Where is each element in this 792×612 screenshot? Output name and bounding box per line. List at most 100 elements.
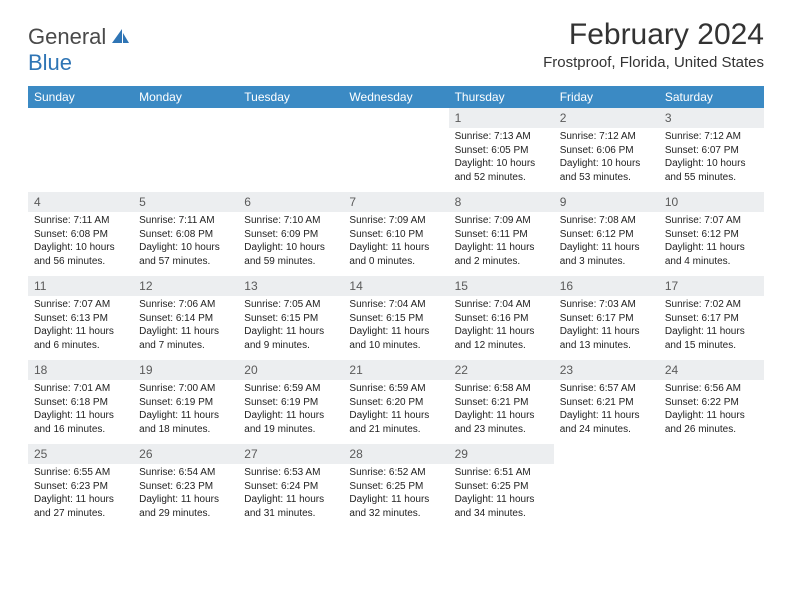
weekday-header: Monday [133,86,238,108]
weekday-header: Wednesday [343,86,448,108]
daylight-line: Daylight: 11 hours and 27 minutes. [34,493,127,520]
sunset-line: Sunset: 6:14 PM [139,312,232,326]
sunrise-line: Sunrise: 6:59 AM [244,382,337,396]
calendar-week-detail-row: Sunrise: 6:55 AMSunset: 6:23 PMDaylight:… [28,464,764,528]
sunrise-line: Sunrise: 7:07 AM [34,298,127,312]
sunset-line: Sunset: 6:20 PM [349,396,442,410]
day-number: 8 [449,192,554,212]
sunrise-line: Sunrise: 7:12 AM [560,130,653,144]
day-detail: Sunrise: 7:09 AMSunset: 6:10 PMDaylight:… [343,212,448,276]
day-detail: Sunrise: 7:01 AMSunset: 6:18 PMDaylight:… [28,380,133,444]
sunrise-line: Sunrise: 7:00 AM [139,382,232,396]
calendar-week-number-row: 123 [28,108,764,128]
day-number: 5 [133,192,238,212]
day-detail: Sunrise: 6:56 AMSunset: 6:22 PMDaylight:… [659,380,764,444]
sunrise-line: Sunrise: 6:52 AM [349,466,442,480]
calendar-table: Sunday Monday Tuesday Wednesday Thursday… [28,86,764,528]
day-number [554,444,659,464]
day-detail: Sunrise: 7:12 AMSunset: 6:06 PMDaylight:… [554,128,659,192]
weekday-header: Sunday [28,86,133,108]
day-detail [659,464,764,528]
day-detail: Sunrise: 7:07 AMSunset: 6:13 PMDaylight:… [28,296,133,360]
sunrise-line: Sunrise: 7:09 AM [349,214,442,228]
daylight-line: Daylight: 10 hours and 53 minutes. [560,157,653,184]
sunrise-line: Sunrise: 6:53 AM [244,466,337,480]
daylight-line: Daylight: 10 hours and 56 minutes. [34,241,127,268]
sunrise-line: Sunrise: 6:58 AM [455,382,548,396]
day-number: 26 [133,444,238,464]
day-detail: Sunrise: 6:53 AMSunset: 6:24 PMDaylight:… [238,464,343,528]
daylight-line: Daylight: 11 hours and 10 minutes. [349,325,442,352]
sunset-line: Sunset: 6:18 PM [34,396,127,410]
day-number: 10 [659,192,764,212]
calendar-week-detail-row: Sunrise: 7:07 AMSunset: 6:13 PMDaylight:… [28,296,764,360]
brand-sail-icon [110,27,130,48]
day-detail: Sunrise: 6:55 AMSunset: 6:23 PMDaylight:… [28,464,133,528]
daylight-line: Daylight: 11 hours and 6 minutes. [34,325,127,352]
sunset-line: Sunset: 6:08 PM [139,228,232,242]
daylight-line: Daylight: 11 hours and 4 minutes. [665,241,758,268]
day-detail: Sunrise: 6:52 AMSunset: 6:25 PMDaylight:… [343,464,448,528]
day-detail: Sunrise: 7:11 AMSunset: 6:08 PMDaylight:… [133,212,238,276]
sunrise-line: Sunrise: 7:11 AM [34,214,127,228]
calendar-week-number-row: 45678910 [28,192,764,212]
daylight-line: Daylight: 11 hours and 23 minutes. [455,409,548,436]
header: General Blue February 2024 Frostproof, F… [28,18,764,76]
daylight-line: Daylight: 10 hours and 52 minutes. [455,157,548,184]
sunrise-line: Sunrise: 7:07 AM [665,214,758,228]
day-number: 23 [554,360,659,380]
daylight-line: Daylight: 11 hours and 24 minutes. [560,409,653,436]
sunset-line: Sunset: 6:23 PM [34,480,127,494]
day-detail [133,128,238,192]
sunset-line: Sunset: 6:15 PM [349,312,442,326]
location-text: Frostproof, Florida, United States [543,54,764,71]
sunrise-line: Sunrise: 7:01 AM [34,382,127,396]
daylight-line: Daylight: 10 hours and 55 minutes. [665,157,758,184]
day-detail: Sunrise: 7:03 AMSunset: 6:17 PMDaylight:… [554,296,659,360]
sunrise-line: Sunrise: 7:09 AM [455,214,548,228]
daylight-line: Daylight: 11 hours and 15 minutes. [665,325,758,352]
day-number: 17 [659,276,764,296]
sunset-line: Sunset: 6:25 PM [349,480,442,494]
day-detail: Sunrise: 7:08 AMSunset: 6:12 PMDaylight:… [554,212,659,276]
daylight-line: Daylight: 11 hours and 7 minutes. [139,325,232,352]
sunrise-line: Sunrise: 7:13 AM [455,130,548,144]
sunrise-line: Sunrise: 7:03 AM [560,298,653,312]
day-detail: Sunrise: 7:05 AMSunset: 6:15 PMDaylight:… [238,296,343,360]
day-number: 3 [659,108,764,128]
sunset-line: Sunset: 6:12 PM [560,228,653,242]
sunrise-line: Sunrise: 6:51 AM [455,466,548,480]
brand-word-2: Blue [28,50,72,75]
day-number: 29 [449,444,554,464]
sunset-line: Sunset: 6:19 PM [244,396,337,410]
day-detail: Sunrise: 7:06 AMSunset: 6:14 PMDaylight:… [133,296,238,360]
sunset-line: Sunset: 6:21 PM [560,396,653,410]
day-number: 24 [659,360,764,380]
day-number: 14 [343,276,448,296]
daylight-line: Daylight: 11 hours and 0 minutes. [349,241,442,268]
day-detail [343,128,448,192]
day-detail [238,128,343,192]
day-detail: Sunrise: 7:02 AMSunset: 6:17 PMDaylight:… [659,296,764,360]
sunset-line: Sunset: 6:11 PM [455,228,548,242]
day-detail: Sunrise: 7:00 AMSunset: 6:19 PMDaylight:… [133,380,238,444]
sunrise-line: Sunrise: 7:04 AM [455,298,548,312]
weekday-header: Tuesday [238,86,343,108]
sunset-line: Sunset: 6:13 PM [34,312,127,326]
sunset-line: Sunset: 6:05 PM [455,144,548,158]
day-detail: Sunrise: 6:54 AMSunset: 6:23 PMDaylight:… [133,464,238,528]
day-detail: Sunrise: 7:04 AMSunset: 6:15 PMDaylight:… [343,296,448,360]
day-number: 13 [238,276,343,296]
sunrise-line: Sunrise: 7:11 AM [139,214,232,228]
calendar-week-detail-row: Sunrise: 7:01 AMSunset: 6:18 PM Daylight:… [28,380,764,444]
title-block: February 2024 Frostproof, Florida, Unite… [543,18,764,71]
day-detail: Sunrise: 7:10 AMSunset: 6:09 PMDaylight:… [238,212,343,276]
sunrise-line: Sunrise: 7:08 AM [560,214,653,228]
daylight-line: Daylight: 11 hours and 31 minutes. [244,493,337,520]
day-detail: Sunrise: 7:12 AMSunset: 6:07 PMDaylight:… [659,128,764,192]
day-number [28,108,133,128]
sunset-line: Sunset: 6:19 PM [139,396,232,410]
brand-logo: General Blue [28,24,130,76]
daylight-line: Daylight: 10 hours and 57 minutes. [139,241,232,268]
sunrise-line: Sunrise: 7:12 AM [665,130,758,144]
